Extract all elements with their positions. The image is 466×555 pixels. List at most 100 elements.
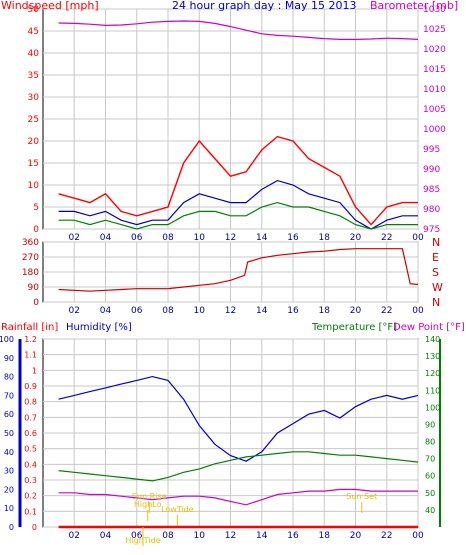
y-tick-label-humidity: 10 [4,504,14,513]
y-tick-label-baro: 1010 [423,85,446,95]
y-tick-label-wind: 35 [28,71,39,81]
y-tick-label-rain: 0.3 [24,476,37,485]
right-axis-title-baro: Barometer [mb] [370,0,458,12]
axis-title-rain: Rainfall [in] [1,322,58,333]
y-tick-label-temperature: 100 [425,403,440,412]
y-tick-label-wind: 5 [33,203,39,213]
x-tick-label: 20 [350,233,362,243]
y-tick-label-temperature: 110 [425,386,440,395]
x-tick-label: 18 [319,233,331,243]
x-tick-label: 08 [162,531,174,541]
y-tick-label-rain: 0.6 [24,429,37,438]
annotation-label: Sun Set [346,492,377,501]
x-tick-label: 06 [131,306,143,316]
x-tick-label: 16 [287,531,299,541]
annotation-label: LowTide [161,505,194,514]
y-tick-label-temperature: 90 [425,420,435,429]
y-tick-label-temperature: 70 [425,455,435,464]
y-tick-label-temperature: 140 [425,335,440,344]
x-tick-label: 02 [69,531,80,541]
windspeed-average-line [58,179,418,230]
y-tick-label-baro: 990 [423,165,440,175]
x-tick-label: 06 [131,233,143,243]
y-tick-label-wind: 20 [28,137,40,147]
y-tick-label-wind: 45 [28,27,39,37]
y-tick-label-wind: 40 [28,49,40,59]
annotation-label: Sun Rise [132,492,167,501]
x-tick-label: 16 [287,306,299,316]
y-tick-label-humidity: 70 [4,391,14,400]
axis-title-dewpoint: Dew Point [°F] [393,322,465,333]
x-tick-label: 12 [225,306,236,316]
x-tick-label: 20 [350,531,362,541]
x-tick-label: 22 [381,233,392,243]
y-tick-label-temperature: 60 [425,472,435,481]
x-tick-label: 10 [194,306,206,316]
compass-label: N [432,236,440,249]
x-tick-label: 14 [256,531,268,541]
x-tick-label: 00 [412,531,424,541]
x-tick-label: 06 [131,531,143,541]
y-tick-label-rain: 0.4 [24,460,37,469]
x-tick-label: 14 [256,306,268,316]
y-tick-label-rain: 0.1 [24,507,37,516]
y-tick-label-rain: 1.2 [24,335,37,344]
x-tick-label: 10 [194,233,206,243]
grid-lines [43,8,419,528]
chart-title: 24 hour graph day : May 15 2013 [172,0,357,12]
y-tick-label-humidity: 50 [4,429,14,438]
y-tick-label-rain: 0 [32,523,37,532]
y-tick-label-humidity: 60 [4,410,14,419]
y-tick-label-baro: 995 [423,145,440,155]
x-tick-label: 16 [287,233,299,243]
dewpoint-line [58,488,418,506]
y-tick-label-baro: 1015 [423,65,446,75]
y-tick-label-temperature: 120 [425,369,440,378]
y-tick-label-rain: 1.1 [24,351,37,360]
compass-label: W [432,281,443,294]
x-tick-label: 12 [225,233,236,243]
y-tick-label-direction: 0 [33,298,39,308]
y-tick-label-temperature: 130 [425,352,440,361]
barometer-line [58,20,419,41]
axis-title-humidity: Humidity [%] [66,322,132,333]
y-tick-label-wind: 30 [28,93,40,103]
y-tick-label-baro: 980 [423,205,440,215]
y-tick-label-temperature: 50 [425,489,435,498]
y-tick-label-humidity: 80 [4,373,14,382]
x-tick-label: 18 [319,531,331,541]
y-tick-label-wind: 50 [28,5,40,15]
series-lines [58,20,419,529]
y-tick-label-direction: 360 [22,238,39,248]
annotation-label: HighLo [134,500,162,509]
x-tick-label: 22 [381,531,392,541]
x-tick-label: 00 [412,233,424,243]
y-tick-label-wind: 10 [28,181,40,191]
y-tick-label-rain: 0.9 [24,382,37,391]
x-tick-label: 04 [100,306,112,316]
x-tick-label: 12 [225,531,236,541]
x-tick-label: 20 [350,306,362,316]
x-tick-label: 00 [412,306,424,316]
y-tick-label-baro: 975 [423,225,440,235]
x-tick-label: 02 [69,233,80,243]
left-axis-title-wind: Windspeed [mph] [1,0,99,12]
y-tick-label-humidity: 30 [4,467,14,476]
y-tick-label-baro: 1005 [423,105,446,115]
y-tick-label-temperature: 40 [425,506,435,515]
y-tick-label-rain: 0.5 [24,445,37,454]
compass-label: S [432,266,439,279]
y-tick-label-humidity: 40 [4,448,14,457]
windspeed-low-line [58,201,418,230]
compass-label: E [432,251,439,264]
y-tick-label-wind: 15 [28,159,39,169]
compass-label: N [432,296,440,309]
y-tick-label-rain: 0.8 [24,398,37,407]
x-tick-label: 04 [100,531,112,541]
y-tick-label-wind: 25 [28,115,39,125]
y-tick-label-baro: 1020 [423,45,446,55]
